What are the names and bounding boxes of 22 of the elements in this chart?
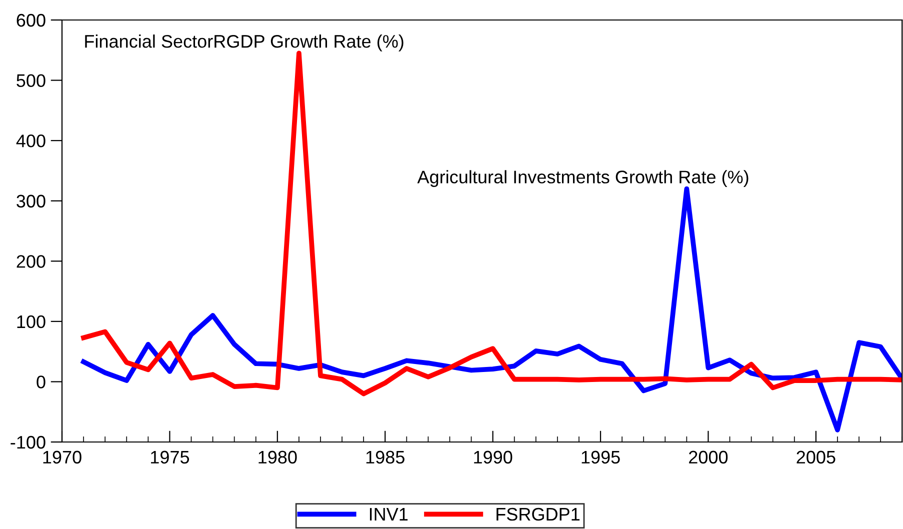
x-tick-label: 1985 (366, 450, 404, 464)
x-tick-label: 1990 (474, 450, 512, 464)
y-tick-label: 0 (36, 376, 46, 388)
x-tick-label: 2005 (796, 450, 836, 464)
x-tick-label: 1975 (151, 450, 190, 464)
annotation: Financial SectorRGDP Growth Rate (%) (85, 34, 404, 52)
legend-label: INV1 (370, 508, 408, 520)
y-tick-label: 100 (17, 315, 46, 328)
y-tick-label: 600 (16, 14, 46, 27)
annotation: Agricultural Investments Growth Rate (%) (417, 170, 748, 187)
x-tick-label: 1980 (258, 450, 297, 464)
y-tick-label: 400 (16, 134, 46, 148)
line-series (81, 50, 902, 396)
legend-label: FSRGDP1 (496, 508, 580, 521)
x-tick-label: 1970 (43, 450, 82, 464)
x-tick-label: 1995 (582, 450, 620, 464)
x-tick-label: 2000 (689, 450, 728, 464)
y-tick-label: -100 (10, 436, 46, 449)
y-tick-label: 500 (16, 74, 46, 88)
y-tick-label: 200 (16, 255, 46, 268)
line-series (81, 186, 902, 432)
y-tick-label: 300 (16, 194, 46, 208)
